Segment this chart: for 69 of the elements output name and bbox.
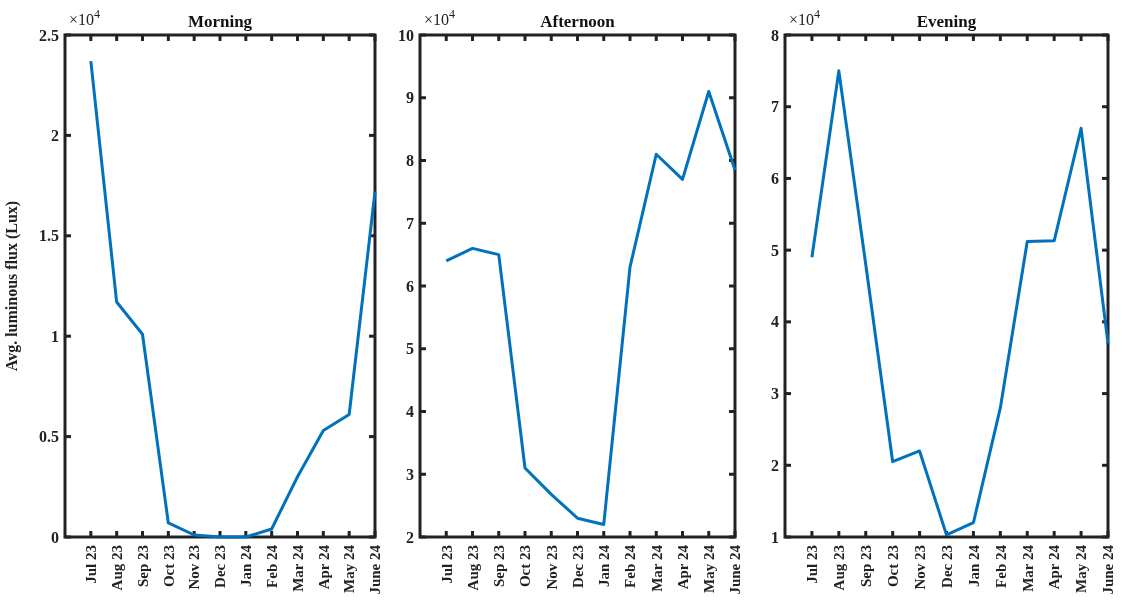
x-tick-label: Feb 24 xyxy=(622,544,639,588)
x-tick-label: June 24 xyxy=(727,544,744,595)
x-tick-label: Jul 23 xyxy=(804,545,821,584)
text: ×10$^{4}$ xyxy=(424,7,456,28)
y-tick-label: 2 xyxy=(406,528,414,546)
text: ×10$^{4}$ xyxy=(789,7,821,28)
line-series xyxy=(444,89,737,526)
x-tick-label: Mar 24 xyxy=(648,544,665,592)
y-tick-label: 6 xyxy=(771,170,779,188)
y-tick-label: 4 xyxy=(406,403,414,421)
y-tick-label: 8 xyxy=(406,152,414,170)
y-tick-label: 1 xyxy=(51,327,59,345)
x-tick-label: Oct 23 xyxy=(160,545,177,588)
x-tick-label: Mar 24 xyxy=(289,544,306,592)
x-tick-label: May 24 xyxy=(701,544,717,593)
x-tick-label: Nov 23 xyxy=(911,545,928,590)
y-tick-label: 7 xyxy=(771,98,779,116)
chart-title: Afternoon xyxy=(540,12,616,31)
x-tick-label: Apr 24 xyxy=(315,544,332,590)
chart-title: Morning xyxy=(187,12,253,31)
text: ×10$^{4}$ xyxy=(69,7,101,28)
y-tick-label: 8 xyxy=(771,26,779,44)
y-tick-label: 2.5 xyxy=(39,26,59,44)
y-tick-label: 7 xyxy=(406,214,414,232)
x-tick-label: Aug 23 xyxy=(108,545,125,591)
x-tick-label: Sep 23 xyxy=(491,545,507,588)
y-tick-label: 3 xyxy=(406,465,414,483)
x-tick-label: Apr 24 xyxy=(674,544,691,590)
y-tick-label: 5 xyxy=(406,340,414,358)
y-tick-label: 6 xyxy=(406,277,414,295)
x-tick-label: Nov 23 xyxy=(543,545,560,590)
line-series xyxy=(89,59,377,539)
x-tick-label: May 24 xyxy=(1073,544,1090,593)
chart-title: Evening xyxy=(916,12,977,31)
x-tick-label: Jan 24 xyxy=(238,544,255,588)
x-tick-label: Oct 23 xyxy=(517,545,534,588)
x-tick-label: May 24 xyxy=(341,544,358,593)
x-tick-label: June 24 xyxy=(367,544,384,595)
x-tick-label: Aug 23 xyxy=(464,545,481,591)
x-tick-label: Nov 23 xyxy=(186,545,203,590)
x-tick-label: Jul 23 xyxy=(83,545,100,584)
x-tick-label: Aug 23 xyxy=(831,545,848,591)
y-tick-label: 1 xyxy=(771,528,779,546)
y-tick-label: 0.5 xyxy=(39,428,59,446)
x-tick-label: Dec 23 xyxy=(938,545,955,588)
y-tick-label: 9 xyxy=(406,89,414,107)
x-tick-label: Feb 24 xyxy=(263,544,280,588)
x-tick-label: Jan 24 xyxy=(596,544,612,588)
x-tick-label: Jul 23 xyxy=(438,545,455,584)
x-tick-label: June 24 xyxy=(1100,544,1117,595)
y-tick-label: 5 xyxy=(771,241,779,259)
y-axis-title: Avg. luminous flux (Lux) xyxy=(3,200,21,372)
x-tick-label: Oct 23 xyxy=(884,545,901,588)
x-tick-label: Dec 23 xyxy=(212,545,229,588)
y-tick-label: 0 xyxy=(51,528,59,546)
y-tick-label: 10 xyxy=(398,26,414,44)
x-tick-label: Feb 24 xyxy=(992,544,1009,588)
x-tick-label: Sep 23 xyxy=(858,545,874,588)
x-tick-label: Apr 24 xyxy=(1046,544,1063,590)
x-tick-label: Dec 23 xyxy=(569,545,586,588)
y-tick-label: 2 xyxy=(771,456,779,474)
y-tick-label: 2 xyxy=(51,127,59,144)
x-tick-label: Mar 24 xyxy=(1019,544,1036,592)
x-tick-label: Sep 23 xyxy=(134,545,151,588)
y-tick-label: 3 xyxy=(771,385,779,403)
x-tick-label: Jan 24 xyxy=(965,544,982,588)
y-tick-label: 4 xyxy=(771,313,779,331)
y-tick-label: 1.5 xyxy=(39,227,59,245)
line-series xyxy=(810,69,1110,537)
